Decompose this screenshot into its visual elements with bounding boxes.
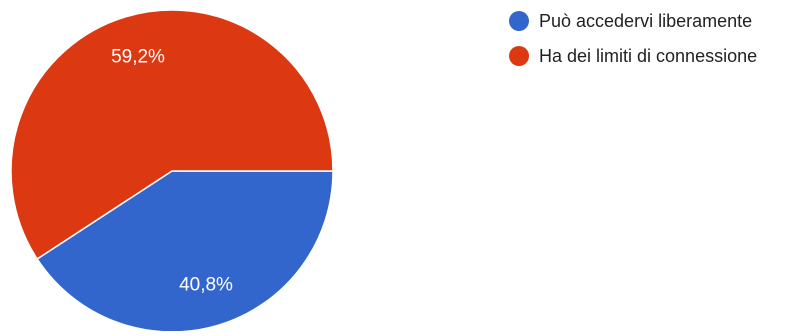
- legend-item-0[interactable]: Può accedervi liberamente: [509, 9, 757, 33]
- legend-item-1[interactable]: Ha dei limiti di connessione: [509, 44, 757, 68]
- pie-slice-label-0: 40,8%: [179, 275, 233, 296]
- pie-slice-labels: 40,8% 59,2%: [111, 46, 233, 295]
- pie-slice-label-1: 59,2%: [111, 46, 165, 67]
- pie-slice-1[interactable]: [10, 9, 334, 261]
- pie-slices: [10, 9, 334, 333]
- legend: Può accedervi liberamente Ha dei limiti …: [509, 9, 757, 79]
- legend-label-0: Può accedervi liberamente: [539, 10, 753, 31]
- legend-swatch-0: [509, 11, 529, 31]
- legend-label-1: Ha dei limiti di connessione: [539, 45, 758, 66]
- legend-swatch-1: [509, 46, 529, 66]
